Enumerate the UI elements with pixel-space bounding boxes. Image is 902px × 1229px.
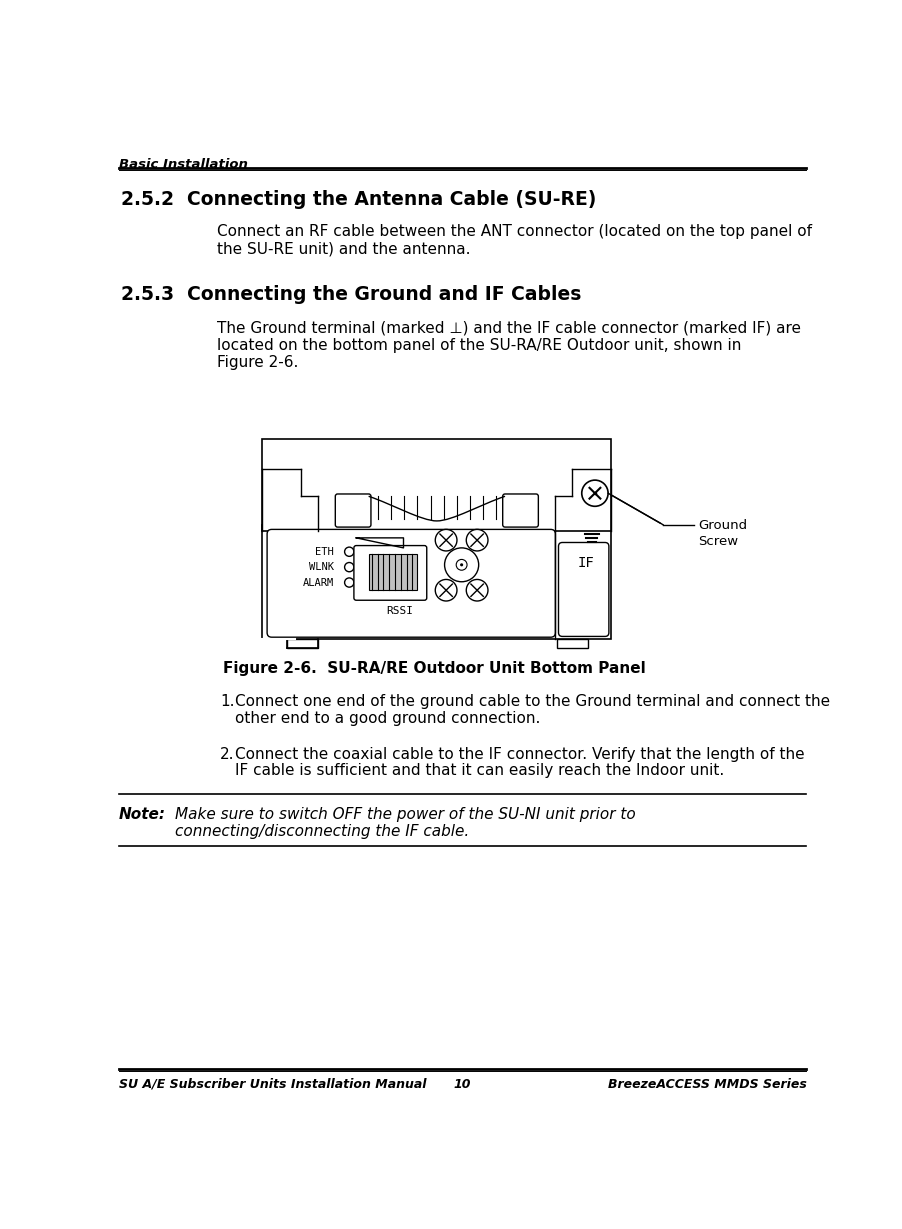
Circle shape (345, 547, 354, 557)
Text: Basic Installation: Basic Installation (119, 159, 248, 171)
Text: BreezeACCESS MMDS Series: BreezeACCESS MMDS Series (607, 1078, 805, 1090)
FancyBboxPatch shape (557, 542, 608, 637)
Circle shape (435, 579, 456, 601)
Text: Note:: Note: (119, 806, 166, 822)
Bar (262, 525, 611, 639)
Text: IF: IF (576, 557, 594, 570)
Text: ETH: ETH (315, 547, 334, 557)
Circle shape (459, 563, 463, 567)
Text: located on the bottom panel of the SU-RA/RE Outdoor unit, shown in: located on the bottom panel of the SU-RA… (217, 338, 741, 353)
Circle shape (581, 481, 607, 506)
Circle shape (465, 579, 487, 601)
Text: 2.5.3  Connecting the Ground and IF Cables: 2.5.3 Connecting the Ground and IF Cable… (121, 285, 580, 304)
Text: Connect one end of the ground cable to the Ground terminal and connect the: Connect one end of the ground cable to t… (235, 694, 830, 709)
Circle shape (465, 530, 487, 551)
Circle shape (435, 530, 456, 551)
Text: Connect the coaxial cable to the IF connector. Verify that the length of the: Connect the coaxial cable to the IF conn… (235, 746, 804, 762)
FancyBboxPatch shape (267, 530, 555, 637)
Circle shape (456, 559, 466, 570)
Circle shape (345, 578, 354, 587)
Text: Connect an RF cable between the ANT connector (located on the top panel of: Connect an RF cable between the ANT conn… (217, 225, 812, 240)
FancyBboxPatch shape (354, 546, 427, 600)
Text: 10: 10 (453, 1078, 471, 1090)
Bar (287, 639, 318, 648)
Circle shape (345, 563, 354, 571)
Text: 2.: 2. (219, 746, 234, 762)
Circle shape (444, 548, 478, 581)
Text: Ground
Screw: Ground Screw (697, 520, 746, 548)
Text: RSSI: RSSI (386, 606, 413, 617)
Polygon shape (355, 538, 403, 548)
Text: ALARM: ALARM (302, 578, 334, 587)
FancyBboxPatch shape (335, 494, 371, 527)
Text: WLNK: WLNK (308, 562, 334, 573)
Bar (557, 639, 587, 648)
Bar (368, 554, 416, 590)
Text: Make sure to switch OFF the power of the SU-NI unit prior to: Make sure to switch OFF the power of the… (175, 806, 635, 822)
Text: 2.5.2  Connecting the Antenna Cable (SU-RE): 2.5.2 Connecting the Antenna Cable (SU-R… (121, 189, 595, 209)
Text: other end to a good ground connection.: other end to a good ground connection. (235, 712, 540, 726)
Text: the SU-RE unit) and the antenna.: the SU-RE unit) and the antenna. (217, 241, 471, 257)
Text: 1.: 1. (219, 694, 234, 709)
FancyBboxPatch shape (502, 494, 538, 527)
Text: connecting/disconnecting the IF cable.: connecting/disconnecting the IF cable. (175, 823, 469, 838)
Text: SU A/E Subscriber Units Installation Manual: SU A/E Subscriber Units Installation Man… (119, 1078, 426, 1090)
Text: IF cable is sufficient and that it can easily reach the Indoor unit.: IF cable is sufficient and that it can e… (235, 763, 723, 778)
Text: Figure 2-6.: Figure 2-6. (217, 355, 299, 370)
Text: The Ground terminal (marked ⊥) and the IF cable connector (marked IF) are: The Ground terminal (marked ⊥) and the I… (217, 321, 801, 336)
Text: Figure 2-6.  SU-RA/RE Outdoor Unit Bottom Panel: Figure 2-6. SU-RA/RE Outdoor Unit Bottom… (223, 661, 645, 676)
Bar (262, 439, 611, 531)
